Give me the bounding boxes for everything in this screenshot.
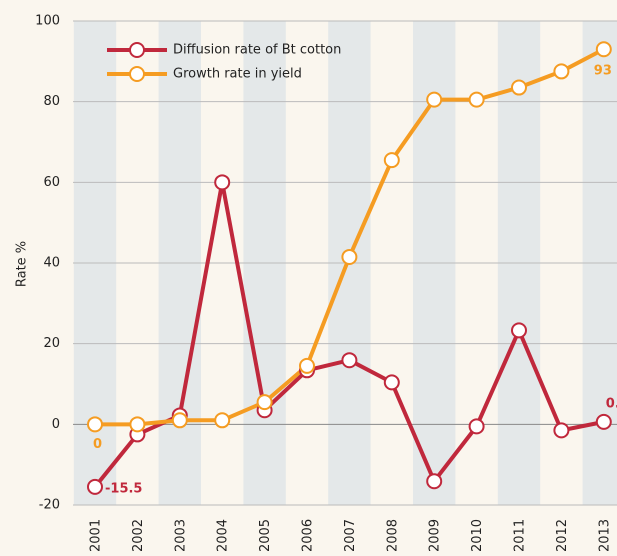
- y-tick-label: 60: [43, 175, 60, 190]
- legend-marker: [129, 42, 145, 58]
- x-tick-label: 2007: [343, 519, 358, 552]
- data-point: [214, 412, 231, 429]
- x-tick-label: 2013: [597, 519, 612, 552]
- data-point: [256, 394, 273, 411]
- data-point: [341, 352, 358, 369]
- y-tick-label: 80: [43, 94, 60, 109]
- data-point: [553, 63, 570, 80]
- value-label: 0.61: [606, 396, 617, 411]
- data-point: [426, 91, 443, 108]
- x-tick-label: 2001: [89, 519, 104, 552]
- x-tick-label: 2003: [173, 519, 188, 552]
- x-tick-label: 2011: [513, 519, 528, 552]
- y-tick-label: 20: [43, 336, 60, 351]
- data-point: [87, 478, 103, 495]
- data-point: [383, 152, 400, 169]
- y-tick-label: 0: [52, 417, 60, 432]
- x-tick-label: 2002: [131, 519, 146, 552]
- x-tick-label: 2008: [385, 519, 400, 552]
- data-point: [553, 422, 570, 439]
- data-point: [299, 357, 315, 374]
- x-tick-label: 2012: [555, 519, 570, 552]
- x-tick-label: 2006: [301, 519, 316, 552]
- value-label: 93: [594, 64, 612, 79]
- x-tick-label: 2010: [470, 519, 485, 552]
- legend-marker: [129, 66, 145, 82]
- y-tick-label: 40: [43, 256, 60, 271]
- value-label: -15.5: [105, 481, 142, 496]
- data-point: [468, 418, 485, 435]
- data-point: [426, 473, 443, 490]
- data-point: [171, 412, 188, 429]
- data-point: [511, 322, 527, 339]
- data-point: [214, 174, 231, 191]
- data-point: [468, 91, 485, 108]
- value-label: 0: [93, 437, 102, 452]
- y-tick-label: -20: [39, 498, 60, 513]
- data-point: [595, 41, 612, 58]
- legend-label: Growth rate in yield: [173, 67, 302, 82]
- legend-label: Diffusion rate of Bt cotton: [173, 43, 341, 58]
- y-tick-label: 100: [35, 14, 60, 29]
- legend-item: Growth rate in yield: [107, 66, 302, 82]
- data-point: [87, 416, 103, 433]
- x-tick-label: 2005: [258, 519, 273, 552]
- data-point: [595, 413, 612, 430]
- x-tick-label: 2004: [216, 519, 231, 552]
- data-point: [383, 374, 400, 391]
- legend-item: Diffusion rate of Bt cotton: [107, 42, 341, 58]
- data-point: [129, 416, 146, 433]
- x-tick-label: 2009: [428, 519, 443, 552]
- data-point: [511, 79, 527, 96]
- data-point: [341, 248, 358, 265]
- y-axis-label: Rate %: [15, 241, 30, 287]
